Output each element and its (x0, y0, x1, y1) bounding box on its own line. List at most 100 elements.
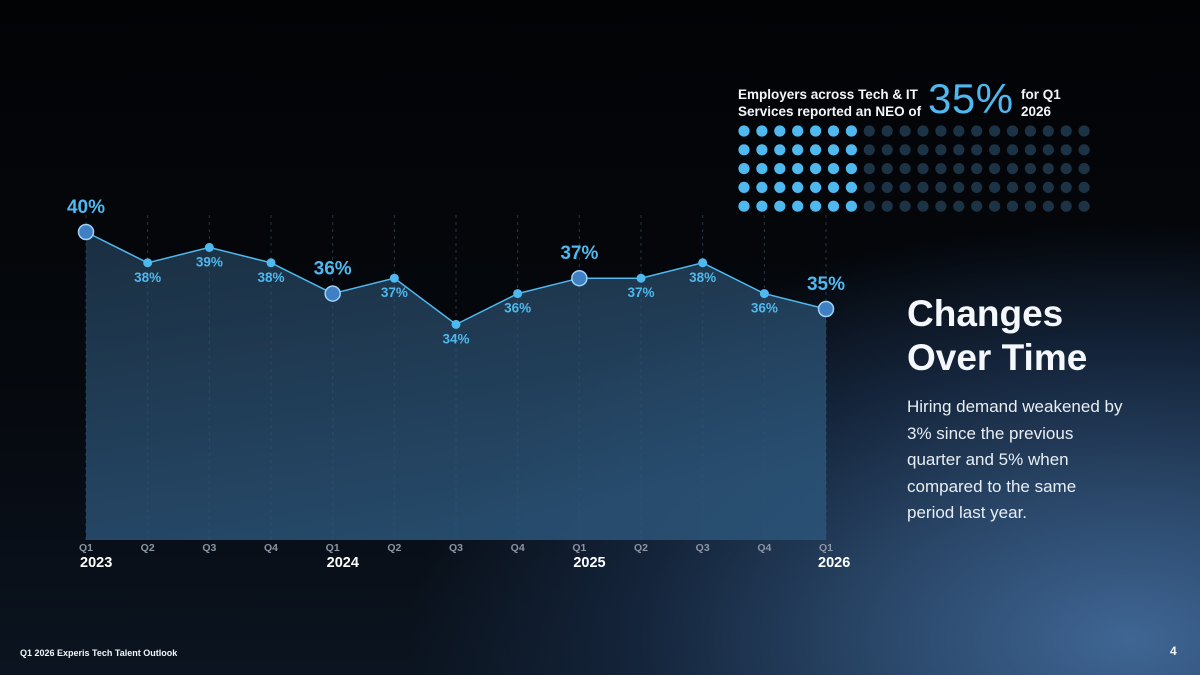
dot-empty (1078, 163, 1090, 175)
dot-filled (738, 125, 750, 137)
dot-empty (1060, 125, 1072, 137)
dot-empty (1006, 200, 1019, 212)
data-point (266, 258, 276, 268)
dot-empty (1060, 144, 1072, 156)
dot-filled (792, 163, 804, 175)
dot-empty (971, 144, 983, 156)
x-tick-quarter: Q4 (757, 542, 771, 554)
dot-empty (971, 200, 983, 212)
dot-empty (863, 125, 875, 137)
dot-filled (810, 144, 822, 156)
dot-filled (810, 181, 822, 193)
dot-empty (953, 163, 965, 175)
dot-empty (935, 181, 947, 193)
data-point (451, 319, 461, 329)
dot-filled (792, 125, 804, 137)
dot-filled (756, 125, 768, 137)
chart-points (77, 223, 835, 329)
dot-filled (792, 181, 804, 193)
dot-empty (935, 200, 947, 212)
dot-empty (1006, 181, 1019, 193)
chart-value-labels: 40% 38% 39% 38% 36% 37% 34% 36% 37% 37% 38% 36% 35% (67, 197, 845, 346)
dot-empty (881, 125, 893, 137)
dot-empty (1006, 125, 1019, 137)
dot-empty (1024, 144, 1036, 156)
footer-title: Q1 2026 Experis Tech Talent Outlook (20, 648, 178, 658)
dot-empty (971, 163, 983, 175)
x-tick-quarter: Q4 (511, 542, 525, 554)
section-title-line1: Changes (907, 293, 1064, 334)
callout-text-after: for Q1 2026 (1021, 87, 1061, 119)
data-label: 36% (314, 259, 352, 280)
dot-filled (756, 200, 768, 212)
x-tick-quarter: Q3 (449, 542, 463, 554)
x-tick-year: 2023 (80, 555, 112, 571)
dot-empty (917, 200, 929, 212)
data-label: 35% (807, 274, 845, 295)
dot-filled (738, 144, 750, 156)
data-point (571, 269, 588, 287)
page-number: 4 (1170, 644, 1177, 658)
data-label: 38% (257, 270, 284, 285)
dot-filled (756, 144, 768, 156)
data-label: 37% (560, 243, 598, 264)
x-tick-quarter: Q4 (264, 542, 278, 554)
dot-filled (810, 125, 822, 137)
dot-filled (827, 125, 840, 137)
dot-empty (1042, 200, 1054, 212)
x-tick-year: 2026 (818, 555, 850, 571)
dot-empty (1006, 144, 1019, 156)
dot-empty (989, 200, 1001, 212)
dot-empty (863, 144, 875, 156)
x-tick-quarter: Q2 (141, 542, 155, 554)
data-label: 38% (689, 270, 716, 285)
section-body: Hiring demand weakened by 3% since the p… (907, 397, 1123, 522)
x-tick-quarter: Q1 (572, 542, 586, 554)
dot-filled (738, 163, 750, 175)
x-tick-quarter: Q1 (326, 542, 340, 554)
dot-empty (1042, 181, 1054, 193)
dot-empty (989, 163, 1001, 175)
dot-empty (935, 144, 947, 156)
dot-filled (756, 163, 768, 175)
data-label: 37% (627, 285, 654, 300)
data-label: 40% (67, 197, 105, 218)
dot-empty (1060, 200, 1072, 212)
callout-text-before: Employers across Tech & IT Services repo… (738, 87, 922, 119)
dot-filled (774, 181, 786, 193)
dot-filled (845, 181, 857, 193)
dot-empty (935, 163, 947, 175)
dot-filled (774, 144, 786, 156)
data-label: 36% (751, 301, 778, 316)
data-label: 38% (134, 270, 161, 285)
dot-filled (774, 125, 786, 137)
dot-empty (1024, 125, 1036, 137)
data-point (698, 258, 708, 268)
dot-filled (792, 144, 804, 156)
dot-empty (899, 163, 911, 175)
dot-empty (899, 125, 911, 137)
x-tick-quarter: Q3 (202, 542, 216, 554)
dot-empty (989, 125, 1001, 137)
dot-filled (756, 181, 768, 193)
dot-empty (953, 181, 965, 193)
dot-filled (827, 181, 840, 193)
data-point (513, 289, 523, 299)
dot-empty (1024, 200, 1036, 212)
dot-empty (953, 200, 965, 212)
dot-filled (738, 200, 750, 212)
x-tick-quarter: Q1 (79, 542, 93, 554)
dot-empty (953, 125, 965, 137)
data-point (817, 300, 835, 318)
dot-empty (1042, 144, 1054, 156)
data-point (759, 289, 769, 299)
data-point (324, 285, 341, 302)
dot-filled (827, 163, 840, 175)
dot-empty (989, 144, 1001, 156)
dot-empty (1024, 163, 1036, 175)
data-point (143, 258, 153, 268)
chart-area-fill (86, 232, 826, 540)
